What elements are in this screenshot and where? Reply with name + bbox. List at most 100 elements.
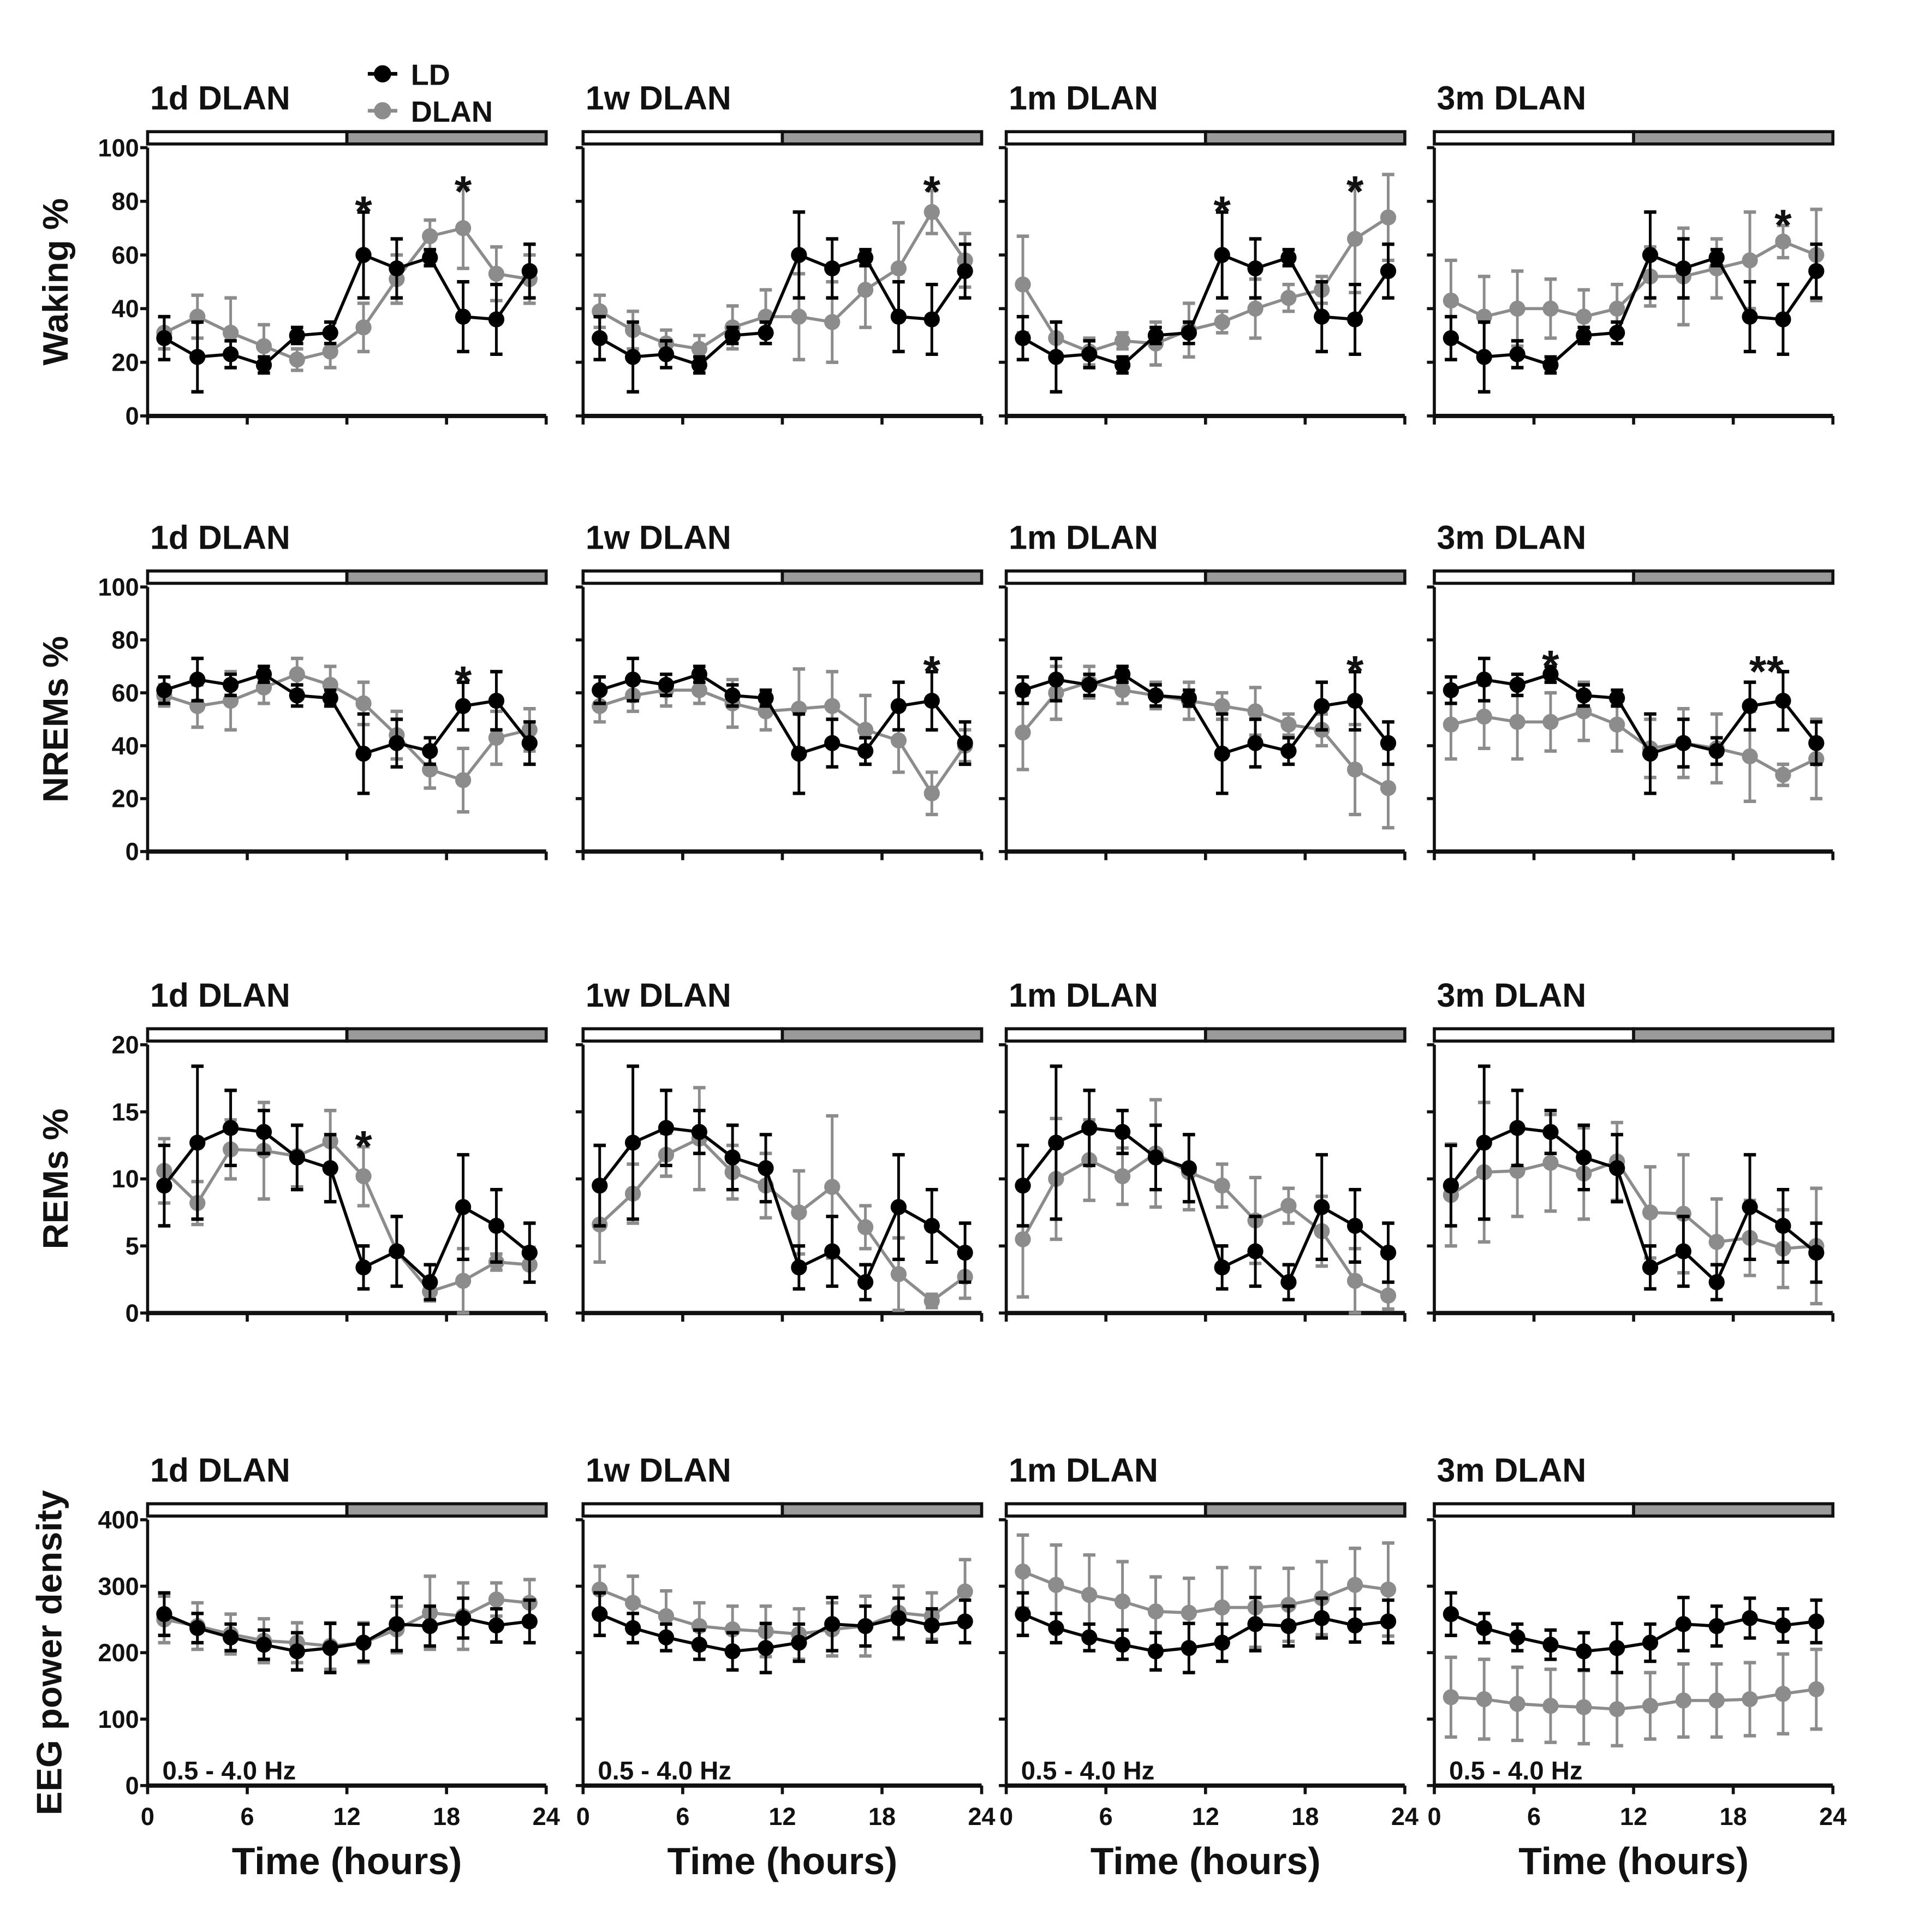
y-tick-label: 80 xyxy=(112,188,139,216)
data-point-ld xyxy=(1380,735,1397,751)
data-point-dlan xyxy=(1576,308,1592,325)
data-point-ld xyxy=(521,1244,538,1261)
data-point-ld xyxy=(1808,1613,1825,1630)
data-point-ld xyxy=(691,1637,707,1653)
data-point-dlan xyxy=(1443,716,1459,733)
data-point-dlan xyxy=(322,343,338,360)
data-point-ld xyxy=(1280,1618,1297,1634)
data-point-ld xyxy=(1247,260,1264,277)
data-point-ld xyxy=(1509,1629,1525,1645)
series-dlan xyxy=(592,188,973,364)
data-point-ld xyxy=(322,324,338,341)
data-point-dlan xyxy=(1346,761,1363,778)
panel-0-1: 1w DLAN * xyxy=(575,80,984,425)
data-point-ld xyxy=(758,324,774,341)
panel-title: 1w DLAN xyxy=(586,1452,731,1489)
data-point-ld xyxy=(189,1620,206,1636)
panel-0-0: 1d DLAN 0 20 40 60 80 100 * * xyxy=(98,80,548,430)
light-phase-bar xyxy=(146,1502,349,1518)
data-point-ld xyxy=(1247,1243,1264,1259)
frequency-band-label: 0.5 - 4.0 Hz xyxy=(598,1756,731,1785)
frequency-band-label: 0.5 - 4.0 Hz xyxy=(163,1756,296,1785)
legend-marker-ld xyxy=(374,65,391,83)
data-point-ld xyxy=(1642,1259,1659,1276)
significance-asterisk: * xyxy=(455,658,472,707)
data-point-ld xyxy=(322,1160,338,1176)
dark-phase-bar xyxy=(1203,569,1407,585)
data-point-ld xyxy=(724,687,741,704)
data-point-ld xyxy=(1181,690,1197,706)
data-point-ld xyxy=(1675,260,1692,277)
dark-phase-bar xyxy=(1632,1502,1835,1518)
data-point-ld xyxy=(255,1123,272,1140)
light-phase-bar xyxy=(1433,569,1635,585)
data-point-ld xyxy=(923,311,940,328)
data-point-dlan xyxy=(824,698,841,714)
data-point-dlan xyxy=(1476,1691,1492,1708)
series-dlan xyxy=(1443,207,1825,359)
data-point-ld xyxy=(758,1160,774,1176)
x-tick-label: 18 xyxy=(1720,1803,1747,1830)
data-point-ld xyxy=(222,676,239,693)
data-point-ld xyxy=(1542,1123,1559,1140)
data-point-ld xyxy=(1214,247,1230,263)
data-point-dlan xyxy=(1775,233,1791,250)
dark-phase-bar xyxy=(780,1027,984,1043)
x-tick-label: 24 xyxy=(968,1803,996,1830)
data-point-ld xyxy=(422,743,438,759)
y-axis-label: Waking % xyxy=(35,198,75,365)
data-point-dlan xyxy=(1214,1178,1230,1194)
data-point-ld xyxy=(455,308,472,325)
data-point-ld xyxy=(1476,1134,1492,1151)
series-ld xyxy=(1443,1064,1825,1301)
series-line-dlan xyxy=(1450,1160,1817,1251)
data-point-ld xyxy=(1476,349,1492,365)
panel-title: 1w DLAN xyxy=(586,80,731,117)
data-point-ld xyxy=(1775,1217,1791,1234)
dark-phase-bar xyxy=(345,1502,548,1518)
data-point-dlan xyxy=(1280,1197,1297,1214)
data-point-ld xyxy=(488,1217,505,1234)
data-point-ld xyxy=(791,247,807,263)
series-ld xyxy=(592,210,973,394)
series-ld xyxy=(1443,656,1825,795)
data-point-dlan xyxy=(824,314,841,330)
data-point-dlan xyxy=(1114,332,1131,349)
data-point-ld xyxy=(455,698,472,714)
frequency-band-label: 0.5 - 4.0 Hz xyxy=(1449,1756,1583,1785)
data-point-ld xyxy=(890,1610,907,1626)
light-phase-bar xyxy=(146,130,349,146)
data-point-ld xyxy=(624,349,641,365)
data-point-ld xyxy=(658,1120,675,1136)
panel-title: 1d DLAN xyxy=(150,1452,290,1489)
data-point-dlan xyxy=(1015,1564,1031,1580)
data-point-dlan xyxy=(355,695,372,712)
data-point-dlan xyxy=(691,682,707,698)
series-dlan xyxy=(592,1086,973,1312)
data-point-ld xyxy=(1247,1616,1264,1632)
data-point-ld xyxy=(222,346,239,362)
y-tick-label: 100 xyxy=(98,1705,139,1733)
data-point-dlan xyxy=(1280,716,1297,733)
y-tick-label: 20 xyxy=(112,348,139,376)
data-point-dlan xyxy=(1380,1287,1397,1304)
data-point-dlan xyxy=(1114,1168,1131,1185)
significance-asterisk: * xyxy=(1542,642,1559,691)
data-point-ld xyxy=(355,1259,372,1276)
data-point-ld xyxy=(1081,1120,1098,1136)
data-point-ld xyxy=(857,249,874,266)
data-point-ld xyxy=(658,1629,675,1645)
series-ld xyxy=(592,1591,973,1674)
data-point-dlan xyxy=(1742,252,1758,269)
data-point-ld xyxy=(1509,1120,1525,1136)
data-point-ld xyxy=(1214,1259,1230,1276)
series-dlan xyxy=(1015,1098,1397,1315)
series-line-dlan xyxy=(164,1598,530,1648)
data-point-ld xyxy=(758,1640,774,1656)
series-ld xyxy=(156,1591,538,1674)
legend: LD DLAN xyxy=(367,59,493,128)
y-axis-label: EEG power density xyxy=(29,1490,69,1815)
data-point-dlan xyxy=(1380,780,1397,796)
data-point-ld xyxy=(724,327,741,344)
